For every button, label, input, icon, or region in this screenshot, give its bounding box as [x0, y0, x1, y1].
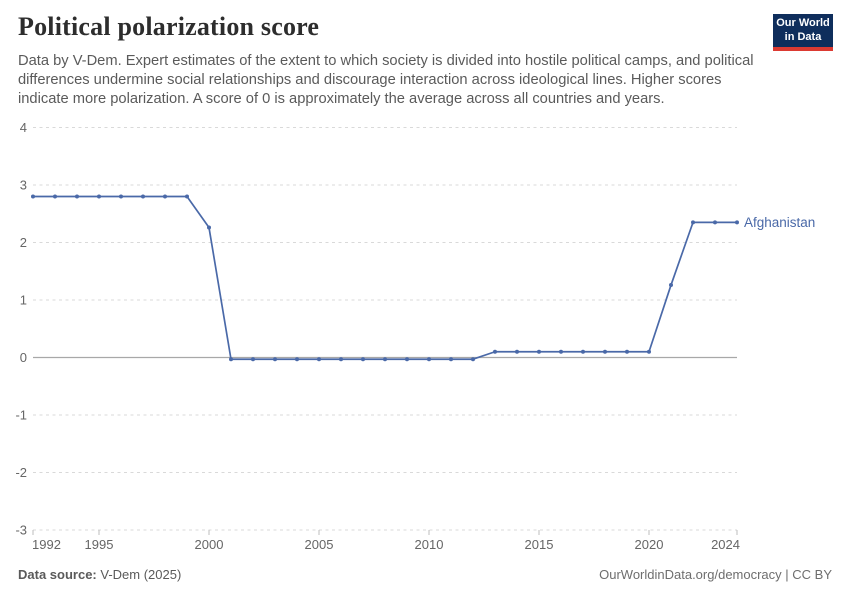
data-point[interactable] — [383, 357, 387, 362]
data-source-label: Data source: — [18, 567, 97, 582]
data-point[interactable] — [625, 349, 629, 354]
x-axis-label: 2015 — [525, 537, 554, 552]
data-point[interactable] — [75, 194, 79, 199]
x-axis-label: 2020 — [635, 537, 664, 552]
y-axis-label: -1 — [15, 408, 27, 423]
y-axis-label: 3 — [20, 178, 27, 193]
y-axis-label: 2 — [20, 235, 27, 250]
series-label[interactable]: Afghanistan — [744, 215, 815, 230]
data-point[interactable] — [669, 283, 673, 288]
credit-link[interactable]: OurWorldinData.org/democracy | CC BY — [599, 567, 832, 582]
x-axis-label: 1992 — [32, 537, 61, 552]
data-source: Data source: V-Dem (2025) — [18, 567, 181, 582]
data-point[interactable] — [339, 357, 343, 362]
data-point[interactable] — [185, 194, 189, 199]
data-point[interactable] — [449, 357, 453, 362]
x-axis-label: 2005 — [305, 537, 334, 552]
x-axis-label: 2024 — [711, 537, 740, 552]
data-point[interactable] — [163, 194, 167, 199]
data-point[interactable] — [361, 357, 365, 362]
data-point[interactable] — [317, 357, 321, 362]
y-axis-label: -2 — [15, 465, 27, 480]
owid-logo-line2: in Data — [784, 30, 822, 43]
owid-logo-line1: Our World — [776, 17, 830, 29]
data-point[interactable] — [515, 349, 519, 354]
data-point[interactable] — [229, 357, 233, 362]
data-line[interactable] — [32, 195, 738, 361]
data-point[interactable] — [405, 357, 409, 362]
x-axis-label: 2010 — [415, 537, 444, 552]
y-axis-label: 4 — [20, 120, 27, 135]
data-point[interactable] — [603, 349, 607, 354]
data-point[interactable] — [31, 194, 35, 199]
x-axis-label: 2000 — [195, 537, 224, 552]
data-point[interactable] — [207, 225, 211, 230]
y-axis-label: 0 — [20, 350, 27, 365]
chart-subtitle: Data by V-Dem. Expert estimates of the e… — [18, 53, 754, 107]
data-point[interactable] — [97, 194, 101, 199]
chart-footer: Data source: V-Dem (2025) OurWorldinData… — [18, 567, 832, 582]
data-point[interactable] — [647, 349, 651, 354]
data-point[interactable] — [53, 194, 57, 199]
data-point[interactable] — [735, 220, 739, 225]
data-point[interactable] — [537, 349, 541, 354]
page-title: Political polarization score — [18, 12, 320, 41]
y-axis-label: -3 — [15, 523, 27, 538]
owid-logo[interactable]: Our World in Data — [773, 14, 833, 51]
data-point[interactable] — [713, 220, 717, 225]
x-axis-label: 1995 — [85, 537, 114, 552]
data-point[interactable] — [493, 349, 497, 354]
data-point[interactable] — [427, 357, 431, 362]
data-point[interactable] — [141, 194, 145, 199]
data-point[interactable] — [559, 349, 563, 354]
data-source-value: V-Dem (2025) — [100, 567, 182, 582]
data-point[interactable] — [119, 194, 123, 199]
data-point[interactable] — [471, 357, 475, 362]
data-point[interactable] — [251, 357, 255, 362]
data-point[interactable] — [273, 357, 277, 362]
data-point[interactable] — [691, 220, 695, 225]
data-point[interactable] — [581, 349, 585, 354]
data-point[interactable] — [295, 357, 299, 362]
y-axis-label: 1 — [20, 293, 27, 308]
